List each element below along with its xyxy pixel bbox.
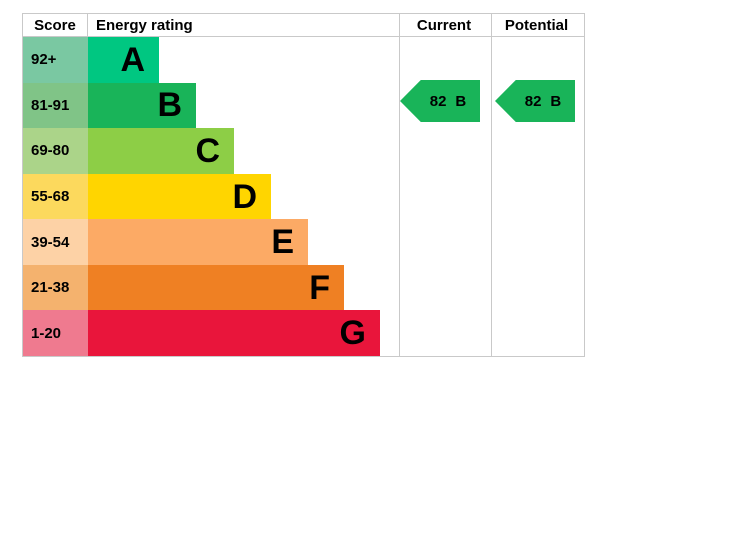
current-rating-value: 82 <box>429 92 447 110</box>
band-bar-b: B <box>88 82 196 129</box>
potential-rating-letter: B <box>550 92 562 110</box>
band-bar-e: E <box>88 219 308 265</box>
band-score-range-e: 39-54 <box>23 219 88 265</box>
epc-table: Score Energy rating Current Potential 92… <box>22 13 585 357</box>
energy-rating-column-header: Energy rating <box>96 16 193 34</box>
band-row-e: 39-54 E <box>23 219 584 265</box>
current-rating-letter: B <box>455 92 467 110</box>
table-header-row: Score Energy rating Current Potential <box>23 14 584 37</box>
potential-column-header: Potential <box>504 16 569 34</box>
band-bar-g: G <box>88 310 380 357</box>
band-row-d: 55-68 D <box>23 173 584 220</box>
band-score-range-f: 21-38 <box>23 264 88 311</box>
band-bar-a: A <box>88 37 159 83</box>
band-rows: 92+ A 81-91 B 69-80 C 55-68 D 39-54 E 21-38 F 1-20 G <box>23 37 584 357</box>
band-score-range-c: 69-80 <box>23 128 88 174</box>
band-score-range-d: 55-68 <box>23 173 88 220</box>
band-score-range-b: 81-91 <box>23 82 88 129</box>
band-row-b: 81-91 B <box>23 82 584 129</box>
score-column-header: Score <box>23 14 88 36</box>
band-row-f: 21-38 F <box>23 264 584 311</box>
band-row-a: 92+ A <box>23 37 584 83</box>
band-bar-f: F <box>88 264 344 311</box>
band-row-g: 1-20 G <box>23 310 584 357</box>
potential-column-divider <box>491 14 492 356</box>
band-bar-d: D <box>88 173 271 220</box>
band-score-range-a: 92+ <box>23 37 88 83</box>
band-bar-c: C <box>88 128 234 174</box>
band-row-c: 69-80 C <box>23 128 584 174</box>
potential-rating-value: 82 <box>524 92 542 110</box>
current-column-divider <box>399 14 400 356</box>
current-column-header: Current <box>416 16 472 34</box>
band-score-range-g: 1-20 <box>23 310 88 357</box>
